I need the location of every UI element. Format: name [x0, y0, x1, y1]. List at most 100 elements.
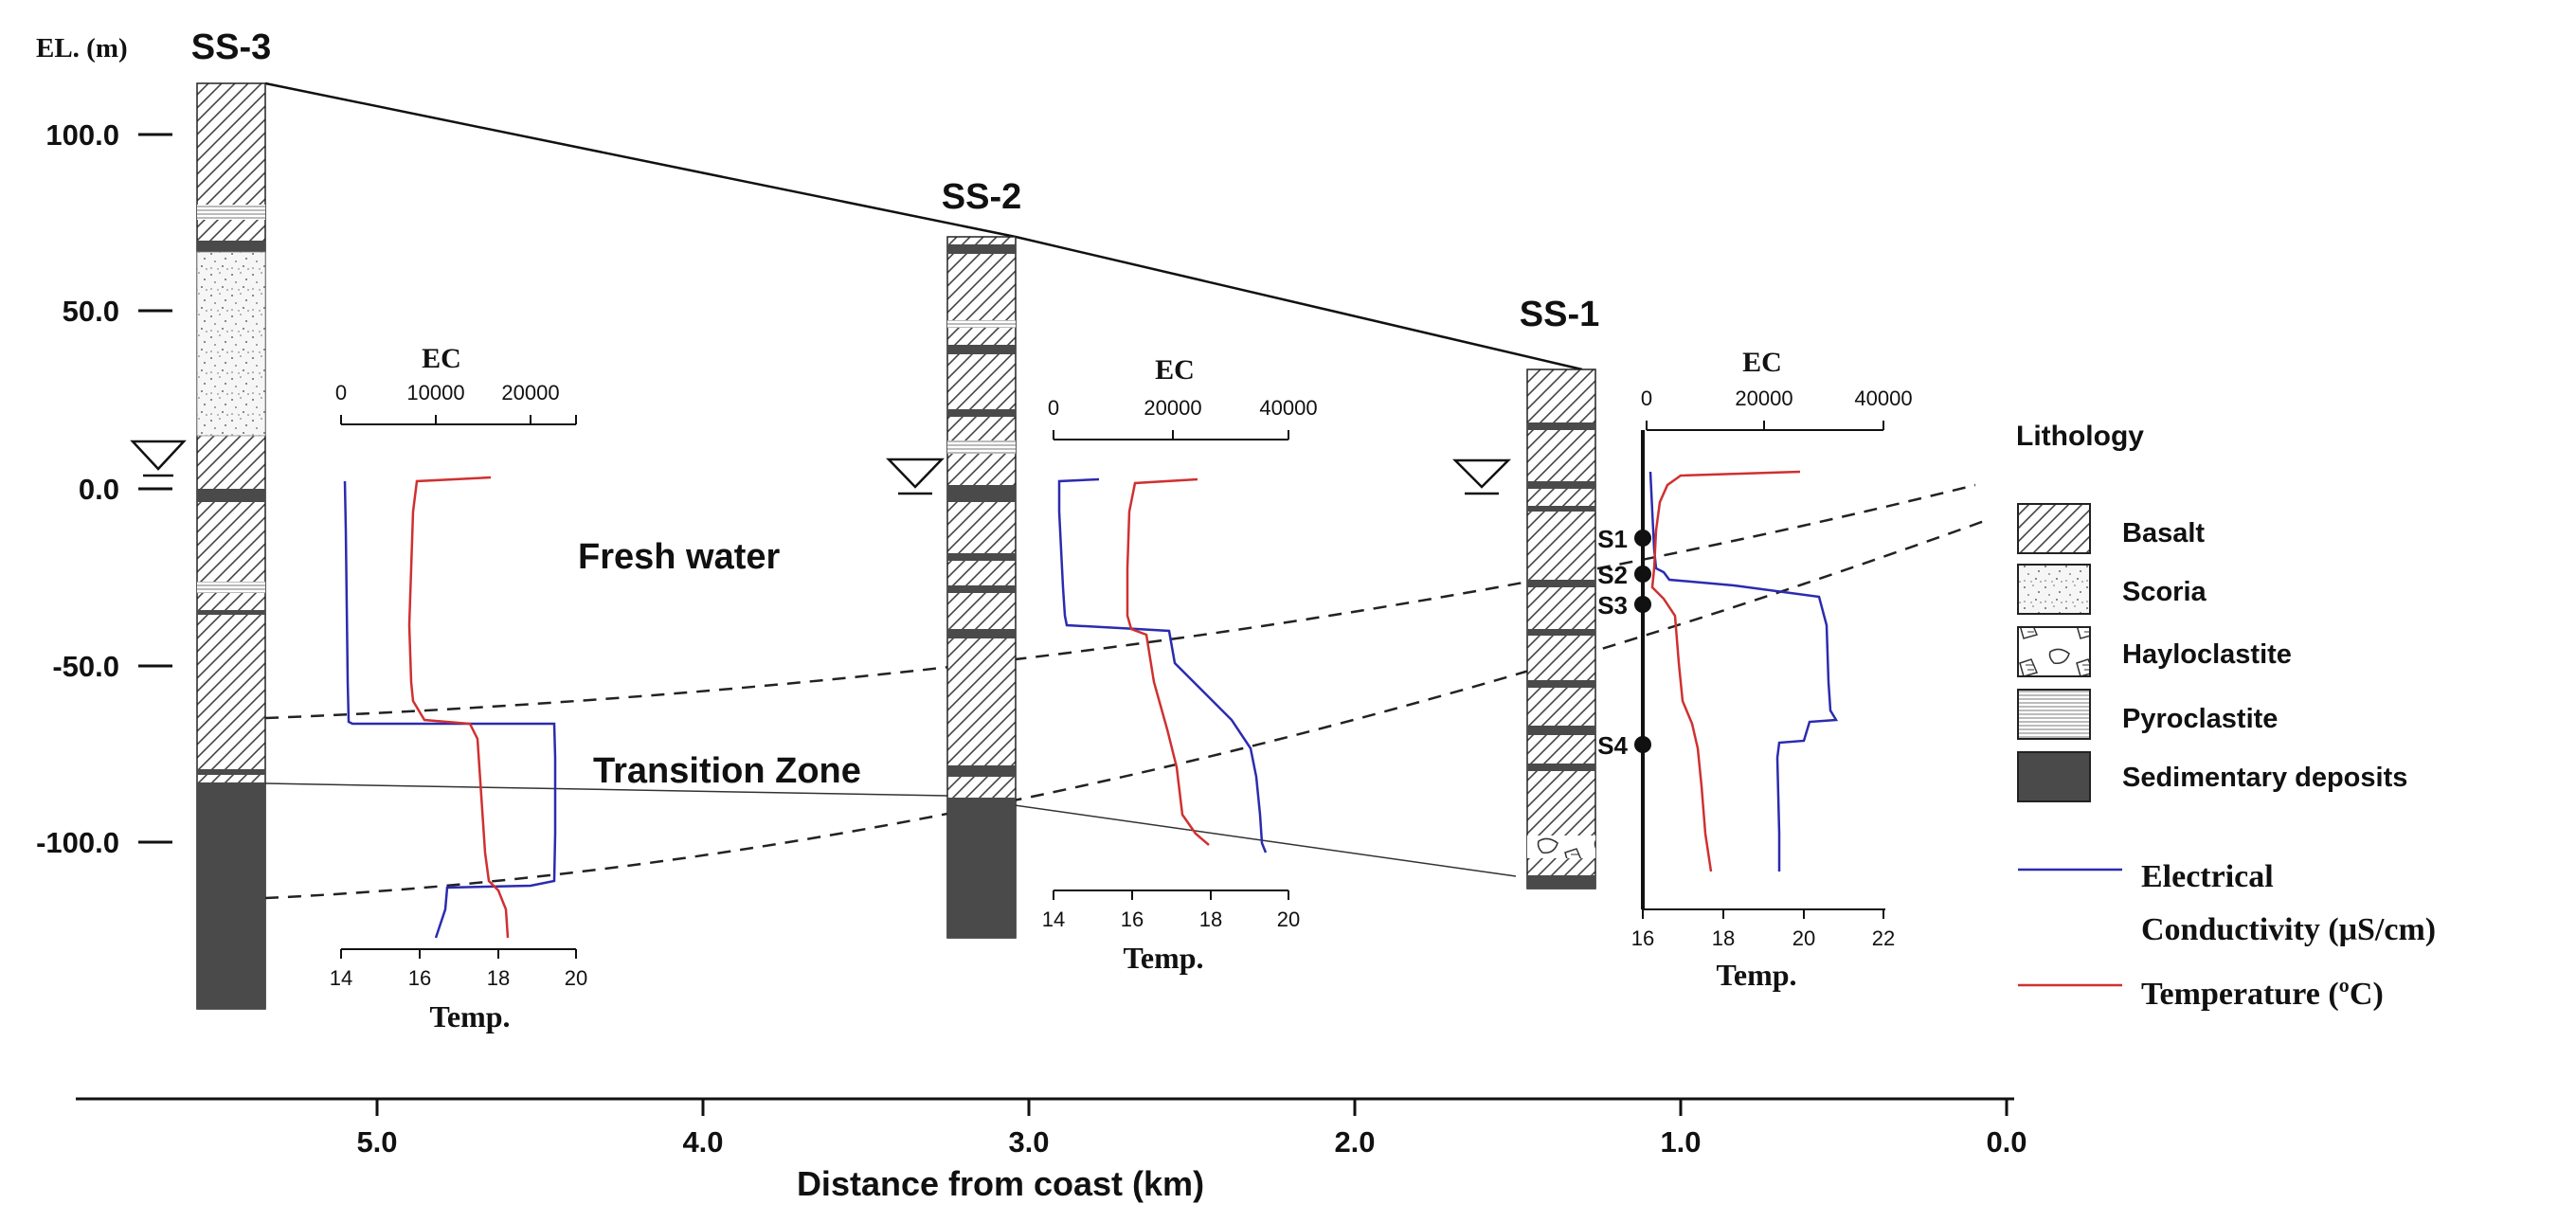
temp-tick: 18	[1199, 908, 1222, 931]
sedimentary-layer	[947, 345, 1016, 354]
sedimentary-layer	[947, 409, 1016, 417]
sedimentary-layer	[197, 241, 265, 252]
sedimentary-layer	[947, 485, 1016, 502]
legend-swatch	[2017, 626, 2091, 677]
pyroclastite-layer	[197, 205, 265, 220]
temp-profile-line	[1126, 477, 1210, 846]
ground-surface-line	[264, 81, 1583, 371]
x-tick-label: 1.0	[1660, 1125, 1701, 1159]
sedimentary-layer	[947, 798, 1016, 938]
sedimentary-layer	[1527, 875, 1595, 889]
temp-tick: 14	[330, 966, 352, 990]
sampling-point-marker	[1634, 596, 1651, 613]
temp-tick: 16	[408, 966, 431, 990]
ec-tick: 40000	[1259, 396, 1317, 420]
sedimentary-layer	[1527, 481, 1595, 489]
ec-tick: 10000	[406, 381, 464, 404]
ec-profile-line	[343, 480, 557, 939]
borehole-label: SS-3	[191, 27, 271, 67]
sedimentary-layer	[197, 782, 265, 1009]
legend-item-pyroclastite: Pyroclastite	[2017, 689, 2278, 740]
borehole-label: SS-1	[1520, 295, 1599, 334]
sedimentary-layer	[947, 585, 1016, 593]
sedimentary-layer	[1527, 580, 1595, 587]
hayloclastite-layer	[1527, 836, 1595, 858]
sampling-point-label: S2	[1597, 561, 1628, 589]
legend-label: Temperature (ºC)	[2141, 977, 2384, 1012]
ec-tick: 20000	[1735, 386, 1792, 410]
temp-tick: 16	[1121, 908, 1144, 931]
legend-swatch	[2017, 503, 2091, 554]
legend-swatch	[2017, 564, 2091, 615]
legend-label: Conductivity (μS/cm)	[2141, 912, 2436, 947]
legend-item-scoria: Scoria	[2017, 564, 2207, 615]
temp-tick: 20	[565, 966, 587, 990]
temp-tick: 16	[1631, 926, 1654, 950]
y-tick-50: 50.0	[63, 295, 172, 328]
y-tick-minus-100: -100.0	[36, 826, 172, 859]
temp-profile-line	[407, 476, 510, 939]
profile-ss3: EC 0 10000 20000 14 16 18 20 Temp.	[330, 343, 587, 1033]
y-tick-label: -50.0	[52, 650, 119, 683]
temp-tick: 14	[1042, 908, 1065, 931]
sampling-point-label: S1	[1597, 525, 1628, 553]
sampling-point-marker	[1634, 530, 1651, 547]
temp-tick: 18	[487, 966, 510, 990]
ec-tick: 0	[1048, 396, 1059, 420]
sedimentary-layer	[947, 553, 1016, 561]
sampling-points: S1 S2 S3 S4	[1597, 525, 1651, 760]
seawater-boundary-dashed	[264, 517, 1991, 900]
ec-tick: 40000	[1854, 386, 1912, 410]
y-tick-minus-50: -50.0	[52, 650, 172, 683]
legend-label: Sedimentary deposits	[2122, 763, 2407, 793]
legend-label: Hayloclastite	[2122, 639, 2292, 670]
section-lines	[264, 81, 1991, 900]
ec-axis-title: EC	[422, 343, 461, 374]
ec-tick: 20000	[501, 381, 559, 404]
pyroclastite-layer	[947, 440, 1016, 454]
temp-profile-line	[1650, 470, 1801, 872]
x-tick-label: 2.0	[1334, 1125, 1375, 1159]
legend-item-ec: Electrical Conductivity (μS/cm)	[2018, 859, 2436, 947]
sampling-point-marker	[1634, 736, 1651, 753]
ec-tick: 20000	[1144, 396, 1201, 420]
sedimentary-layer	[197, 489, 265, 502]
sedimentary-layer	[947, 244, 1016, 254]
y-axis: EL. (m) 100.0 50.0 0.0 -50.0 -100.0	[36, 33, 172, 859]
fresh-water-boundary-dashed	[264, 483, 1976, 720]
legend-swatch	[2017, 751, 2091, 802]
pyroclastite-layer	[197, 582, 265, 593]
y-tick-0: 0.0	[79, 473, 172, 506]
fresh-water-label: Fresh water	[578, 537, 781, 577]
sedimentary-layer	[1527, 506, 1595, 512]
water-table-icon	[886, 458, 945, 495]
x-tick-label: 0.0	[1986, 1125, 2027, 1159]
borehole-label: SS-2	[942, 177, 1021, 217]
profile-ss2: EC 0 20000 40000 14 16 18 20 Temp.	[1042, 354, 1318, 975]
sedimentary-layer	[947, 765, 1016, 777]
legend-item-basalt: Basalt	[2017, 503, 2205, 554]
y-tick-label: 100.0	[45, 118, 119, 152]
temp-tick: 22	[1872, 926, 1895, 950]
sampling-point-label: S3	[1597, 591, 1628, 620]
water-table-icon	[130, 440, 187, 477]
temp-axis-title: Temp.	[1123, 941, 1203, 975]
temp-axis-title: Temp.	[429, 999, 510, 1033]
sedimentary-layer	[947, 629, 1016, 638]
sedimentary-layer	[1527, 422, 1595, 430]
borehole-ss2: SS-2	[886, 177, 1021, 939]
pyroclastite-layer	[947, 320, 1016, 328]
sampling-point-label: S4	[1597, 731, 1628, 760]
legend-label: Pyroclastite	[2122, 704, 2278, 734]
sampling-point-marker	[1634, 566, 1651, 583]
profile-ss1: EC 0 20000 40000 16 18 20 22 Temp. S1 S2…	[1597, 347, 1912, 992]
x-tick-label: 3.0	[1008, 1125, 1049, 1159]
sedimentary-layer	[197, 769, 265, 775]
x-axis-title: Distance from coast (km)	[797, 1164, 1204, 1203]
water-table-icon	[1451, 458, 1512, 495]
sedimentary-layer	[1527, 726, 1595, 735]
legend-swatch	[2017, 689, 2091, 740]
x-tick-label: 4.0	[682, 1125, 723, 1159]
y-axis-title: EL. (m)	[36, 33, 128, 63]
